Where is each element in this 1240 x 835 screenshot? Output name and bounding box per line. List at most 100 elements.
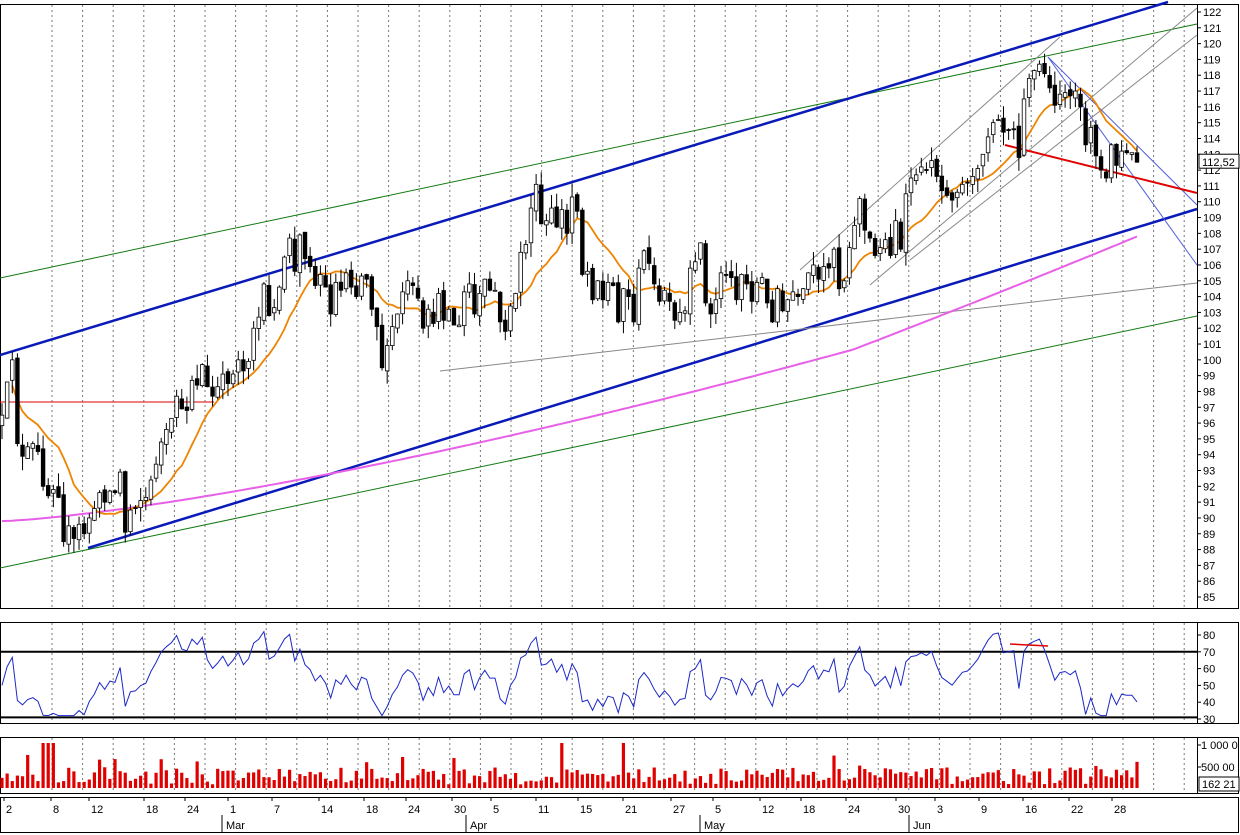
x-tick-label: 18 <box>366 804 378 816</box>
candle-body <box>384 345 390 372</box>
volume-bar <box>673 774 677 788</box>
candle-body <box>677 312 683 323</box>
candle-body <box>194 378 200 386</box>
candle-body <box>159 441 164 466</box>
candle-body <box>349 269 354 288</box>
candle-body <box>883 239 888 250</box>
volume-bar <box>955 776 959 788</box>
candle-body <box>585 270 590 275</box>
volume-bar <box>827 777 831 788</box>
candle-body <box>913 174 919 182</box>
candle-body <box>718 272 724 299</box>
candle-body <box>10 359 15 381</box>
volume-bar <box>945 767 949 788</box>
candle-body <box>924 169 929 171</box>
x-tick-label: 30 <box>454 804 466 816</box>
candle-body <box>1098 156 1104 171</box>
volume-bar <box>755 770 759 788</box>
candle-body <box>559 209 564 229</box>
volume-bar <box>801 774 805 788</box>
volume-bar <box>750 774 754 788</box>
candle-body <box>713 299 719 314</box>
candle-body <box>81 523 87 535</box>
rsi-tick-label: 70 <box>1203 647 1215 659</box>
volume-bar <box>339 767 343 788</box>
candle-body <box>148 479 154 500</box>
candle-body <box>842 280 847 289</box>
volume-bar <box>334 779 338 788</box>
volume-bar <box>298 774 302 788</box>
volume-bar <box>868 772 872 788</box>
candle-body <box>271 307 277 314</box>
x-tick-label: 1 <box>230 804 236 816</box>
volume-bar <box>293 781 297 788</box>
volume-bar <box>149 783 153 788</box>
candle-body <box>1011 128 1016 131</box>
candle-body <box>600 280 606 301</box>
candle-body <box>497 291 503 323</box>
x-tick-label: 18 <box>803 804 815 816</box>
volume-bar <box>924 769 929 788</box>
volume-bar <box>585 773 590 788</box>
volume-bar <box>596 775 600 788</box>
candle-body <box>179 398 184 410</box>
candle-body <box>35 445 41 452</box>
candle-body <box>569 196 575 234</box>
y-tick-label: 122 <box>1203 7 1221 19</box>
candle-body <box>487 278 493 291</box>
volume-bar <box>811 771 816 788</box>
candle-body <box>790 291 796 301</box>
candle-body <box>76 523 82 541</box>
candle-body <box>97 492 102 509</box>
x-tick-label: 14 <box>321 804 333 816</box>
volume-bar <box>416 775 420 788</box>
y-tick-label: 115 <box>1203 118 1221 130</box>
volume-bar <box>806 775 810 788</box>
volume-bar <box>411 778 415 788</box>
candle-body <box>1068 89 1073 97</box>
volume-bar <box>77 782 81 788</box>
y-tick-label: 118 <box>1203 70 1221 82</box>
rsi-tick-label: 50 <box>1203 680 1215 692</box>
volume-bar <box>570 772 574 788</box>
candle-body <box>960 183 965 194</box>
volume-bar <box>118 771 122 788</box>
candle-body <box>759 277 765 284</box>
candle-body <box>795 293 801 297</box>
volume-bar <box>621 743 626 788</box>
candle-body <box>318 274 323 286</box>
y-tick-label: 107 <box>1203 244 1221 256</box>
price-panel: 85 86 87 88 89 90 91 92 93 94 95 96 97 98 99 100 101 102 1… <box>0 0 1240 609</box>
candle-body <box>1124 150 1129 154</box>
green-lower-line <box>0 315 1198 569</box>
rsi-panel: 30 40 50 60 70 80 <box>0 622 1239 726</box>
volume-bar <box>1063 770 1067 788</box>
volume-bar <box>1084 783 1088 788</box>
candle-body <box>564 209 570 234</box>
y-tick-label: 89 <box>1203 529 1215 541</box>
candle-body <box>174 395 179 418</box>
candle-body <box>220 373 226 391</box>
candle-body <box>477 293 482 317</box>
volume-bar <box>241 778 245 788</box>
volume-bar <box>929 768 934 788</box>
y-tick-label: 87 <box>1203 560 1215 572</box>
volume-bar <box>534 781 538 788</box>
volume-bar <box>1032 771 1036 788</box>
volume-bar <box>462 769 466 788</box>
x-tick-label: 27 <box>673 804 685 816</box>
x-tick-label: 9 <box>981 804 987 816</box>
candle-body <box>990 122 996 136</box>
volume-bar <box>329 780 333 788</box>
candle-body <box>1052 84 1058 106</box>
volume-bar <box>257 769 261 788</box>
volume-bar <box>873 775 877 788</box>
y-tick-label: 97 <box>1203 402 1215 414</box>
candle-body <box>605 281 611 301</box>
candle-body <box>636 267 642 325</box>
volume-bar <box>642 782 646 788</box>
candle-body <box>1078 93 1083 108</box>
candle-body <box>343 272 349 290</box>
green-upper-line <box>0 23 1198 279</box>
